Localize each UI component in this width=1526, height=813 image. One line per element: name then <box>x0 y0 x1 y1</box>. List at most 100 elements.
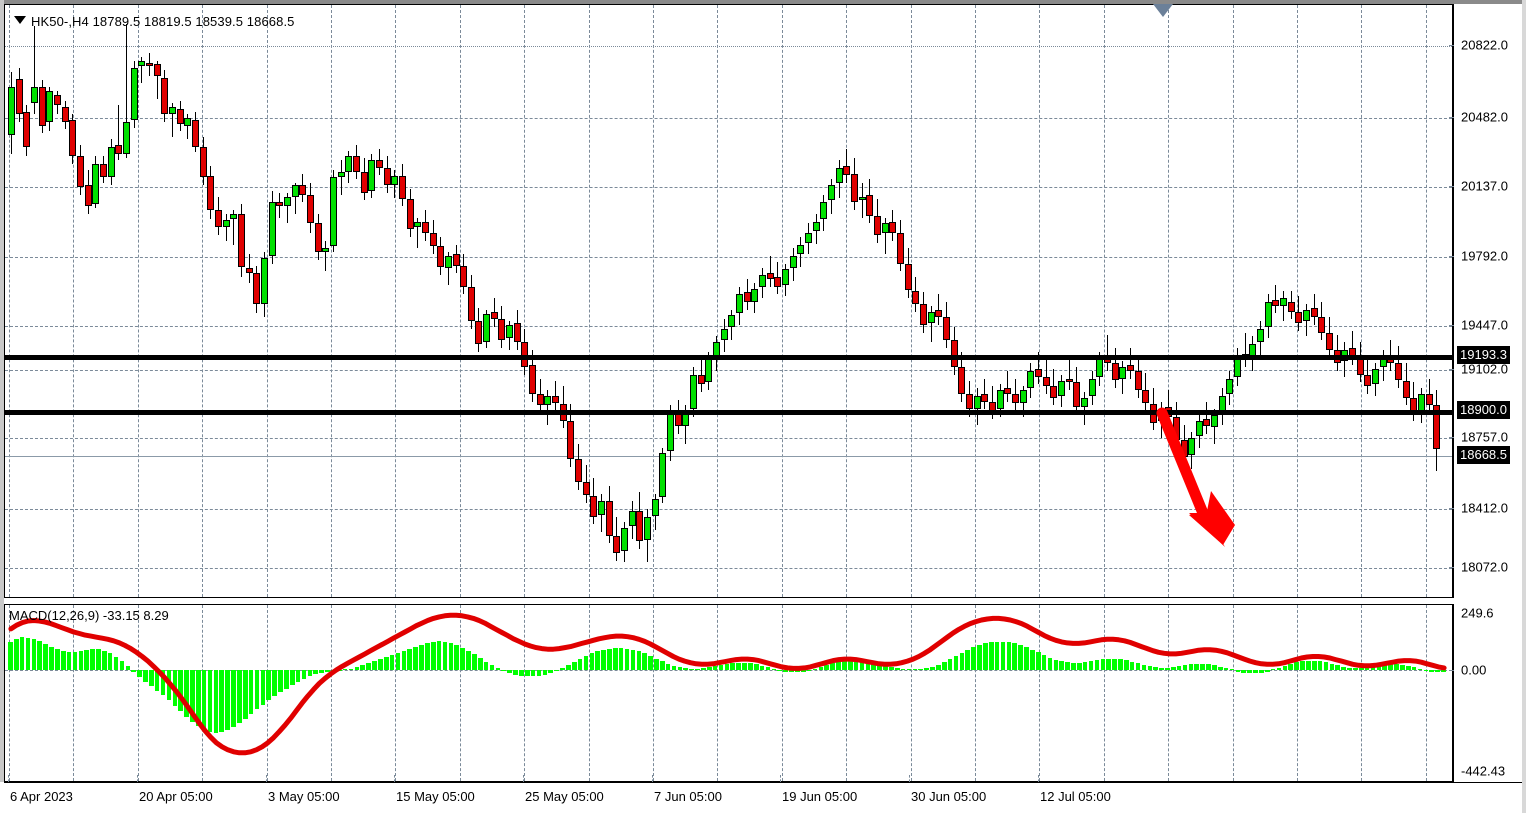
gridline-vertical <box>138 5 139 597</box>
candle-body-bearish <box>460 265 468 287</box>
gridline-horizontal <box>5 568 1452 569</box>
candle-body-bullish <box>345 156 353 172</box>
chart-title-text: HK50-,H4 18789.5 18819.5 18539.5 18668.5 <box>31 14 295 29</box>
macd-indicator-panel[interactable] <box>4 604 1453 782</box>
macd-histogram-bar <box>90 648 95 670</box>
candle-body-bearish <box>529 365 537 394</box>
macd-histogram-bar <box>847 659 853 670</box>
macd-histogram-bar <box>783 670 788 672</box>
macd-histogram-bar <box>66 651 72 670</box>
macd-histogram-bar <box>8 641 13 670</box>
right-scroll-rail[interactable] <box>1522 0 1526 813</box>
candle-wick <box>171 102 173 138</box>
macd-histogram-bar <box>19 637 25 670</box>
price-level-line[interactable] <box>5 410 1452 415</box>
candle-body-bearish <box>889 221 897 233</box>
candle-wick <box>1083 392 1085 425</box>
price-level-line[interactable] <box>5 355 1452 360</box>
macd-histogram-bar <box>665 663 671 671</box>
macd-histogram-bar <box>953 655 959 670</box>
macd-histogram-bar <box>1165 667 1170 670</box>
candle-wick <box>1244 332 1246 368</box>
macd-histogram-bar <box>1106 658 1111 670</box>
macd-histogram-bar <box>683 668 689 670</box>
candle-body-bearish <box>981 393 989 402</box>
macd-histogram-bar <box>1041 654 1047 670</box>
candle-body-bullish <box>92 164 100 205</box>
candle-wick <box>447 252 449 285</box>
macd-histogram-bar <box>971 647 976 670</box>
time-axis[interactable]: 6 Apr 2023 20 Apr 05:00 3 May 05:00 15 May … <box>4 775 1522 813</box>
macd-histogram-bar <box>55 649 60 670</box>
candle-body-bearish <box>1295 311 1303 323</box>
macd-histogram-bar <box>589 653 595 670</box>
macd-histogram-bar <box>601 649 606 670</box>
candle-body-bullish <box>1019 390 1027 404</box>
macd-histogram-bar <box>448 642 454 670</box>
candle-body-bullish <box>391 175 399 186</box>
macd-histogram-bar <box>1206 664 1211 670</box>
time-axis-label: 20 Apr 05:00 <box>139 789 213 804</box>
macd-histogram-bar <box>988 642 994 670</box>
candle-body-bullish <box>751 288 759 302</box>
candle-body-bearish <box>1395 363 1402 381</box>
macd-histogram-bar <box>930 666 935 670</box>
macd-histogram-bar <box>877 664 882 670</box>
candle-body-bearish <box>145 62 153 67</box>
price-level-badge[interactable]: 18900.0 <box>1457 401 1510 419</box>
macd-histogram-bar <box>871 662 877 670</box>
macd-histogram-bar <box>430 641 436 670</box>
macd-histogram-bar <box>618 648 624 670</box>
candle-body-bullish <box>973 395 981 410</box>
candle-body-bullish <box>1264 302 1272 327</box>
macd-histogram-bar <box>759 665 765 670</box>
price-axis-label: 19102.0 <box>1461 361 1508 377</box>
price-chart-panel[interactable]: HK50-,H4 18789.5 18819.5 18539.5 18668.5 <box>4 4 1453 598</box>
candle-body-bearish <box>77 156 84 188</box>
candle-body-bearish <box>245 267 253 274</box>
macd-histogram-bar <box>1112 658 1117 670</box>
gridline-vertical <box>589 5 590 597</box>
macd-histogram-bar <box>648 655 653 670</box>
candle-body-bearish <box>406 198 414 230</box>
macd-histogram-bar <box>1082 662 1088 670</box>
macd-histogram-bar <box>242 670 248 719</box>
macd-histogram-bar <box>818 666 824 670</box>
candle-body-bearish <box>100 164 107 178</box>
candle-body-bearish <box>1287 302 1295 312</box>
macd-histogram-bar <box>1259 670 1264 673</box>
candle-body-bearish <box>23 112 31 147</box>
macd-histogram-bar <box>219 670 225 733</box>
gridline-vertical <box>1168 605 1169 781</box>
price-axis-label: 20482.0 <box>1461 109 1508 125</box>
candle-body-bearish <box>942 317 950 341</box>
candle-body-bearish <box>1142 390 1150 404</box>
price-axis[interactable]: 20822.0 20482.0 20137.0 19792.0 19447.0 19102… <box>1449 4 1522 598</box>
macd-histogram-bar <box>577 659 583 670</box>
candle-body-bullish <box>651 499 659 517</box>
candle-body-bearish <box>1111 363 1119 381</box>
candle-body-bearish <box>1364 374 1372 387</box>
candle-body-bearish <box>1042 376 1050 387</box>
macd-histogram-bar <box>842 660 847 670</box>
macd-histogram-bar <box>994 641 1000 670</box>
macd-histogram-bar <box>1264 670 1270 672</box>
macd-histogram-bar <box>1065 662 1070 670</box>
macd-histogram-bar <box>689 669 694 670</box>
candle-body-bearish <box>697 374 705 385</box>
macd-histogram-bar <box>1071 662 1076 670</box>
candle-body-bullish <box>322 248 330 253</box>
triangle-down-icon[interactable] <box>14 16 26 24</box>
candle-body-bearish <box>115 144 123 155</box>
price-level-badge[interactable]: 18668.5 <box>1457 446 1510 464</box>
macd-histogram-bar <box>536 670 542 676</box>
macd-histogram-bar <box>1129 661 1135 670</box>
price-level-badge[interactable]: 19193.3 <box>1457 346 1510 364</box>
macd-histogram-bar <box>442 641 448 670</box>
macd-histogram-bar <box>466 650 471 670</box>
candle-body-bullish <box>1257 328 1265 343</box>
macd-histogram-bar <box>736 662 741 670</box>
macd-axis[interactable]: 249.6 0.00 -442.43 <box>1449 604 1522 782</box>
candle-body-bullish <box>628 510 636 527</box>
gridline-vertical <box>1168 5 1169 597</box>
